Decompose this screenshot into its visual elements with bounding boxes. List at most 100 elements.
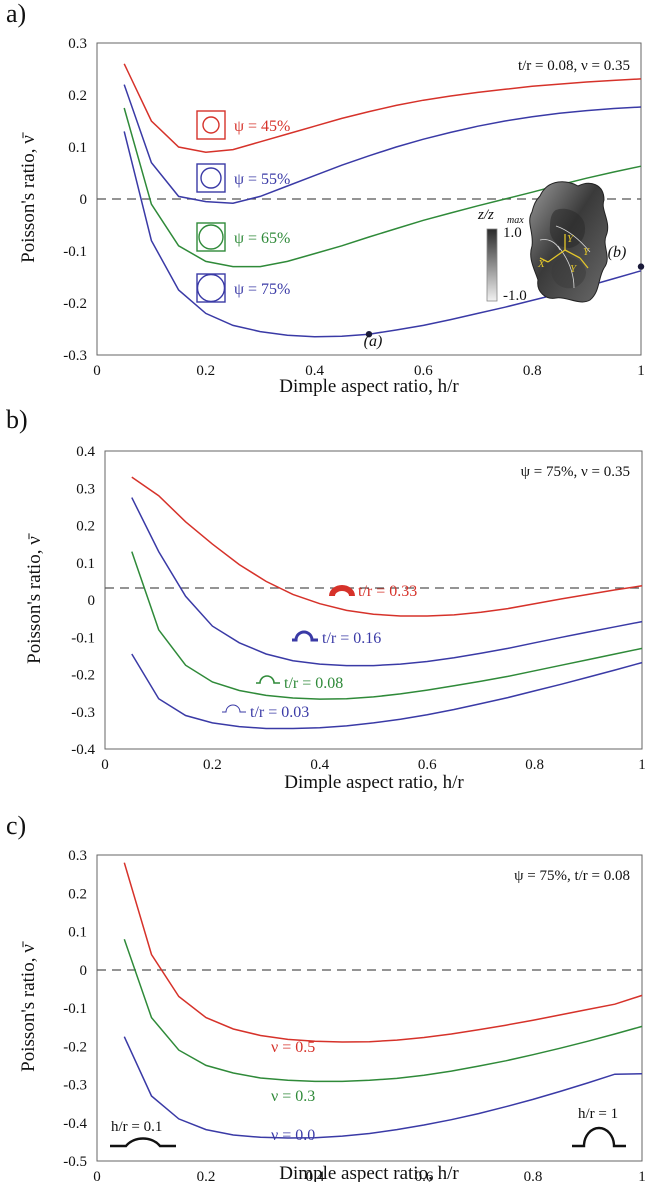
inset-dimpled-sheet: Y Y X Y bbox=[529, 181, 609, 303]
panel-c-note: ψ = 75%, t/r = 0.08 bbox=[514, 868, 630, 884]
legend-icon-psi65 bbox=[196, 222, 226, 252]
y-tick-label: -0.4 bbox=[71, 742, 95, 758]
x-tick-label: 0 bbox=[93, 1169, 101, 1182]
x-tick-label: 0 bbox=[101, 757, 109, 773]
legend-icon-psi45 bbox=[196, 110, 226, 140]
x-tick-label: 0.4 bbox=[306, 1169, 325, 1182]
panel-b-note: ψ = 75%, ν = 0.35 bbox=[521, 464, 630, 480]
x-tick-label: 0.2 bbox=[196, 363, 215, 379]
dimple-shape-deep bbox=[572, 1126, 626, 1148]
series-line-2 bbox=[131, 497, 643, 667]
y-tick-label: 0 bbox=[88, 593, 96, 609]
x-tick-label: 0 bbox=[93, 363, 101, 379]
panel-b-x-ticks: 0 0.2 0.4 0.6 0.8 1 bbox=[101, 757, 646, 773]
panel-b: b) 0.40.30.20.10-0.1-0.2-0.3-0.4 0 0.2 0.4… bbox=[6, 405, 646, 793]
y-tick-label: -0.2 bbox=[63, 1039, 87, 1055]
x-tick-label: 0.8 bbox=[524, 1169, 543, 1182]
inset-axis-y3: Y bbox=[570, 263, 578, 275]
series-line-2 bbox=[123, 84, 642, 204]
panel-b-xlabel: Dimple aspect ratio, h/r bbox=[284, 772, 464, 793]
y-tick-label: 0.4 bbox=[76, 444, 95, 460]
legend-icon-psi75 bbox=[196, 273, 226, 303]
panel-a-letter: a) bbox=[6, 0, 26, 28]
x-tick-label: 0.8 bbox=[525, 757, 544, 773]
point-a bbox=[365, 331, 373, 338]
y-tick-label: 0.3 bbox=[68, 848, 87, 864]
y-tick-label: 0.1 bbox=[68, 140, 87, 156]
label-tr003: t/r = 0.03 bbox=[250, 704, 309, 721]
y-tick-label: 0.2 bbox=[68, 88, 87, 104]
point-b-label: (b) bbox=[608, 244, 627, 261]
panel-b-series bbox=[131, 476, 643, 730]
series-line-1 bbox=[123, 862, 643, 1043]
series-line-1 bbox=[123, 63, 642, 153]
label-tr008: t/r = 0.08 bbox=[284, 675, 343, 692]
series-line-1 bbox=[131, 476, 643, 617]
y-tick-label: -0.5 bbox=[63, 1154, 87, 1170]
panel-b-letter: b) bbox=[6, 405, 28, 434]
series-line-3 bbox=[131, 551, 643, 700]
panel-c-xlabel: Dimple aspect ratio, h/r bbox=[279, 1163, 459, 1182]
colorbar-max: 1.0 bbox=[503, 225, 522, 241]
x-tick-label: 1 bbox=[637, 363, 645, 379]
series-line-3 bbox=[123, 1036, 643, 1139]
label-nu05: ν = 0.5 bbox=[271, 1039, 315, 1056]
panel-b-ylabel: Poisson's ratio, ν̄ bbox=[24, 533, 45, 664]
y-tick-label: -0.1 bbox=[63, 1001, 87, 1017]
panel-c-y-ticks: 0.3 0.2 0.1 0 -0.1 -0.2 -0.3 -0.4 -0.5 bbox=[63, 848, 87, 1170]
panel-a-y-ticks: 0.3 0.2 0.1 0 -0.1 -0.2 -0.3 bbox=[63, 36, 87, 364]
x-tick-label: 0.8 bbox=[523, 363, 542, 379]
dimple-icon-033 bbox=[329, 585, 355, 597]
colorbar-label-sub: max bbox=[507, 215, 524, 226]
annotation-hr01: h/r = 0.1 bbox=[111, 1119, 162, 1135]
y-tick-label: 0.1 bbox=[68, 925, 87, 941]
label-psi65: ψ = 65% bbox=[234, 230, 290, 247]
x-tick-label: 1 bbox=[638, 1169, 646, 1182]
dimple-shape-shallow bbox=[110, 1137, 176, 1148]
label-psi55: ψ = 55% bbox=[234, 171, 290, 188]
dimple-icon-003 bbox=[222, 704, 246, 713]
legend-icon-psi55 bbox=[196, 163, 226, 193]
x-tick-label: 0.6 bbox=[418, 757, 437, 773]
x-tick-label: 0.6 bbox=[415, 1169, 434, 1182]
label-psi45: ψ = 45% bbox=[234, 118, 290, 135]
x-tick-label: 0.2 bbox=[203, 757, 222, 773]
y-tick-label: -0.2 bbox=[71, 668, 95, 684]
y-tick-label: -0.2 bbox=[63, 296, 87, 312]
inset-axis-x: X bbox=[537, 258, 546, 270]
inset-axis-y2: Y bbox=[583, 246, 591, 258]
x-tick-label: 0.6 bbox=[414, 363, 433, 379]
y-tick-label: -0.3 bbox=[63, 348, 87, 364]
y-tick-label: -0.4 bbox=[63, 1116, 87, 1132]
panel-b-y-ticks: 0.4 0.3 0.2 0.1 0 -0.1 -0.2 -0.3 -0.4 bbox=[71, 444, 95, 758]
panel-c-axes bbox=[96, 854, 643, 1162]
x-tick-label: 1 bbox=[638, 757, 646, 773]
panel-c: c) 0.30.20.10-0.1-0.2-0.3-0.4-0.5 0 0.2 0.… bbox=[6, 811, 646, 1182]
y-tick-label: 0 bbox=[80, 963, 88, 979]
y-tick-label: 0.1 bbox=[76, 556, 95, 572]
x-tick-label: 0.2 bbox=[197, 1169, 216, 1182]
label-nu03: ν = 0.3 bbox=[271, 1088, 315, 1105]
colorbar: z/z max 1.0 -1.0 bbox=[477, 207, 527, 304]
point-a-label: (a) bbox=[364, 333, 383, 350]
y-tick-label: 0.3 bbox=[76, 481, 95, 497]
dimple-icon-008 bbox=[256, 675, 280, 684]
y-tick-label: -0.1 bbox=[71, 630, 95, 646]
y-tick-label: 0.3 bbox=[68, 36, 87, 52]
y-tick-label: 0.2 bbox=[76, 519, 95, 535]
y-tick-label: -0.3 bbox=[63, 1078, 87, 1094]
panel-c-letter: c) bbox=[6, 811, 26, 840]
y-tick-label: 0 bbox=[80, 192, 88, 208]
dimple-icon-016 bbox=[292, 630, 318, 642]
y-tick-label: 0.2 bbox=[68, 886, 87, 902]
panel-c-x-ticks: 0 0.2 0.4 0.6 0.8 1 bbox=[93, 1169, 646, 1182]
y-tick-label: -0.3 bbox=[71, 705, 95, 721]
panel-a-x-ticks: 0 0.2 0.4 0.6 0.8 1 bbox=[93, 363, 645, 379]
panel-c-ylabel: Poisson's ratio, ν̄ bbox=[18, 941, 39, 1072]
label-tr033: t/r = 0.33 bbox=[358, 583, 417, 600]
annotation-hr1: h/r = 1 bbox=[578, 1106, 618, 1122]
panel-a-note: t/r = 0.08, ν = 0.35 bbox=[518, 58, 630, 74]
label-psi75: ψ = 75% bbox=[234, 281, 290, 298]
panel-c-series bbox=[123, 862, 643, 1139]
series-line-4 bbox=[131, 653, 643, 730]
